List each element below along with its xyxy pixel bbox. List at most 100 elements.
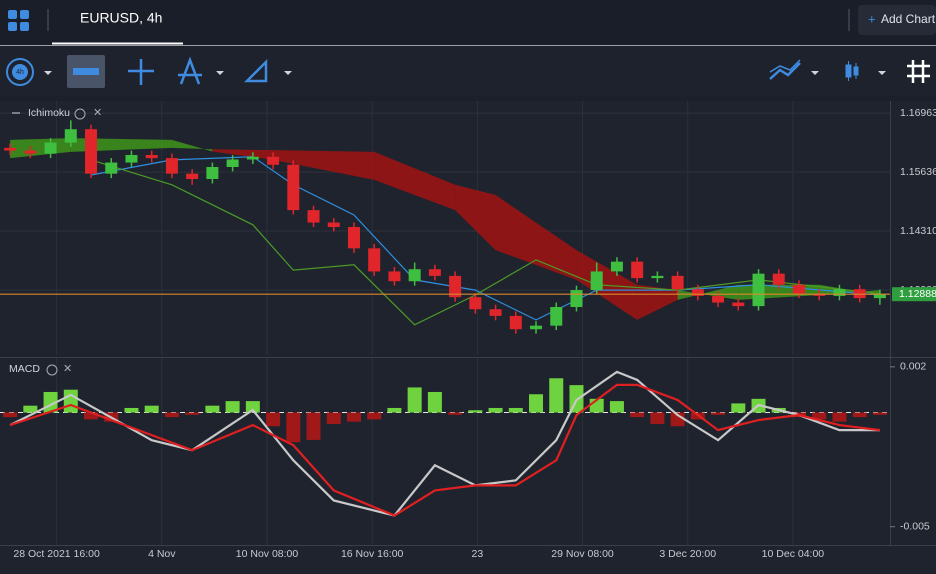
settings-icon[interactable] — [74, 108, 86, 120]
price-tag — [892, 287, 936, 302]
histogram-bar — [448, 412, 463, 415]
candle-body — [651, 275, 664, 279]
candle-body — [226, 159, 239, 167]
candle-body — [246, 156, 259, 160]
y-tick-label: 1.14310 — [900, 225, 936, 237]
candle-body — [590, 271, 603, 291]
candle-body — [732, 302, 745, 307]
histogram-bar — [731, 403, 746, 413]
cloud-segment — [273, 150, 375, 180]
candle-body — [691, 289, 704, 296]
candle-body — [44, 142, 57, 154]
cloud-segment — [171, 139, 213, 152]
candle-body — [469, 297, 482, 310]
histogram-bar — [346, 412, 361, 422]
histogram-bar — [367, 412, 382, 420]
settings-icon[interactable] — [46, 364, 58, 376]
y-tick-label: 0.002 — [900, 361, 926, 373]
candle-body — [550, 307, 563, 326]
histogram-bar — [144, 405, 159, 413]
histogram-bar — [427, 391, 442, 413]
crosshair-tool[interactable] — [128, 59, 154, 85]
candle-body — [267, 156, 280, 165]
draw-tool[interactable] — [178, 56, 202, 85]
histogram-bar — [245, 401, 260, 413]
add-chart-button[interactable] — [858, 5, 936, 35]
candle-body — [631, 261, 644, 279]
ruler-tool[interactable] — [243, 58, 268, 83]
cloud-segment — [455, 184, 496, 251]
candle-body — [833, 289, 846, 296]
dropdown-arrow[interactable] — [878, 71, 886, 75]
histogram-bar — [650, 412, 665, 424]
histogram-bar — [488, 407, 503, 413]
add-chart-label[interactable]: Add Chart — [881, 12, 936, 26]
histogram-bar — [711, 412, 726, 415]
candle-body — [671, 275, 684, 290]
tab-title[interactable]: EURUSD, 4h — [80, 10, 162, 26]
macd-line — [9, 370, 880, 517]
candle-body — [24, 150, 37, 154]
x-tick-label: 4 Nov — [148, 548, 176, 560]
candle-body — [570, 290, 583, 307]
candle-body — [388, 271, 401, 282]
macd-line — [9, 383, 881, 517]
cloud-segment — [495, 195, 577, 280]
histogram-bar — [508, 407, 523, 413]
close-icon[interactable]: ✕ — [93, 107, 102, 119]
x-tick-label: 28 Oct 2021 16:00 — [13, 548, 100, 560]
candle-body — [307, 210, 320, 223]
histogram-bar — [529, 394, 544, 413]
histogram-bar — [124, 407, 139, 413]
histogram-bar — [549, 378, 564, 413]
candle-body — [489, 309, 502, 316]
histogram-bar — [326, 412, 341, 424]
histogram-bar — [266, 412, 281, 427]
indicator-line — [90, 156, 880, 321]
candle-body — [186, 173, 199, 179]
interval-button[interactable] — [6, 58, 34, 86]
y-tick-label: 1.16963 — [900, 107, 936, 119]
indicators-button[interactable] — [769, 62, 801, 80]
top-bar — [0, 0, 936, 45]
histogram-bar — [3, 412, 18, 418]
histogram-bar — [812, 412, 827, 420]
histogram-bar — [306, 412, 321, 440]
histogram-bar — [205, 405, 220, 413]
cloud-segment — [637, 284, 678, 320]
x-tick-label: 16 Nov 16:00 — [341, 548, 404, 560]
dropdown-arrow[interactable] — [44, 71, 52, 75]
x-tick-label: 3 Dec 20:00 — [659, 548, 716, 560]
candle-style-button[interactable] — [845, 61, 859, 81]
dropdown-arrow[interactable] — [811, 71, 819, 75]
plus-icon: + — [868, 11, 876, 26]
close-icon[interactable]: ✕ — [63, 363, 72, 375]
interval-label: 4h — [16, 69, 24, 76]
candle-body — [873, 294, 886, 299]
candle-body — [64, 129, 77, 143]
histogram-bar — [832, 412, 847, 422]
chart-type-icon — [73, 68, 99, 75]
x-tick-label: 29 Nov 08:00 — [551, 548, 614, 560]
histogram-bar — [225, 401, 240, 413]
candle-body — [85, 129, 98, 174]
candle-body — [287, 164, 300, 211]
interval-dot — [12, 64, 28, 80]
grid-button[interactable] — [907, 60, 930, 83]
candle-body — [105, 162, 118, 174]
histogram-bar — [23, 405, 38, 413]
candle-body — [772, 273, 785, 285]
price-tag-label: 1.12888 — [899, 288, 936, 300]
candle-body — [712, 295, 725, 303]
candle-body — [4, 147, 17, 151]
apps-icon[interactable] — [8, 10, 29, 31]
dropdown-arrow[interactable] — [216, 71, 224, 75]
dropdown-arrow[interactable] — [284, 71, 292, 75]
candle-body — [408, 269, 421, 282]
histogram-bar — [387, 407, 402, 413]
histogram-bar — [609, 401, 624, 413]
y-tick-label: 1.15636 — [900, 166, 936, 178]
indicator-title: Ichimoku — [28, 107, 70, 119]
x-tick-label: 10 Nov 08:00 — [236, 548, 299, 560]
